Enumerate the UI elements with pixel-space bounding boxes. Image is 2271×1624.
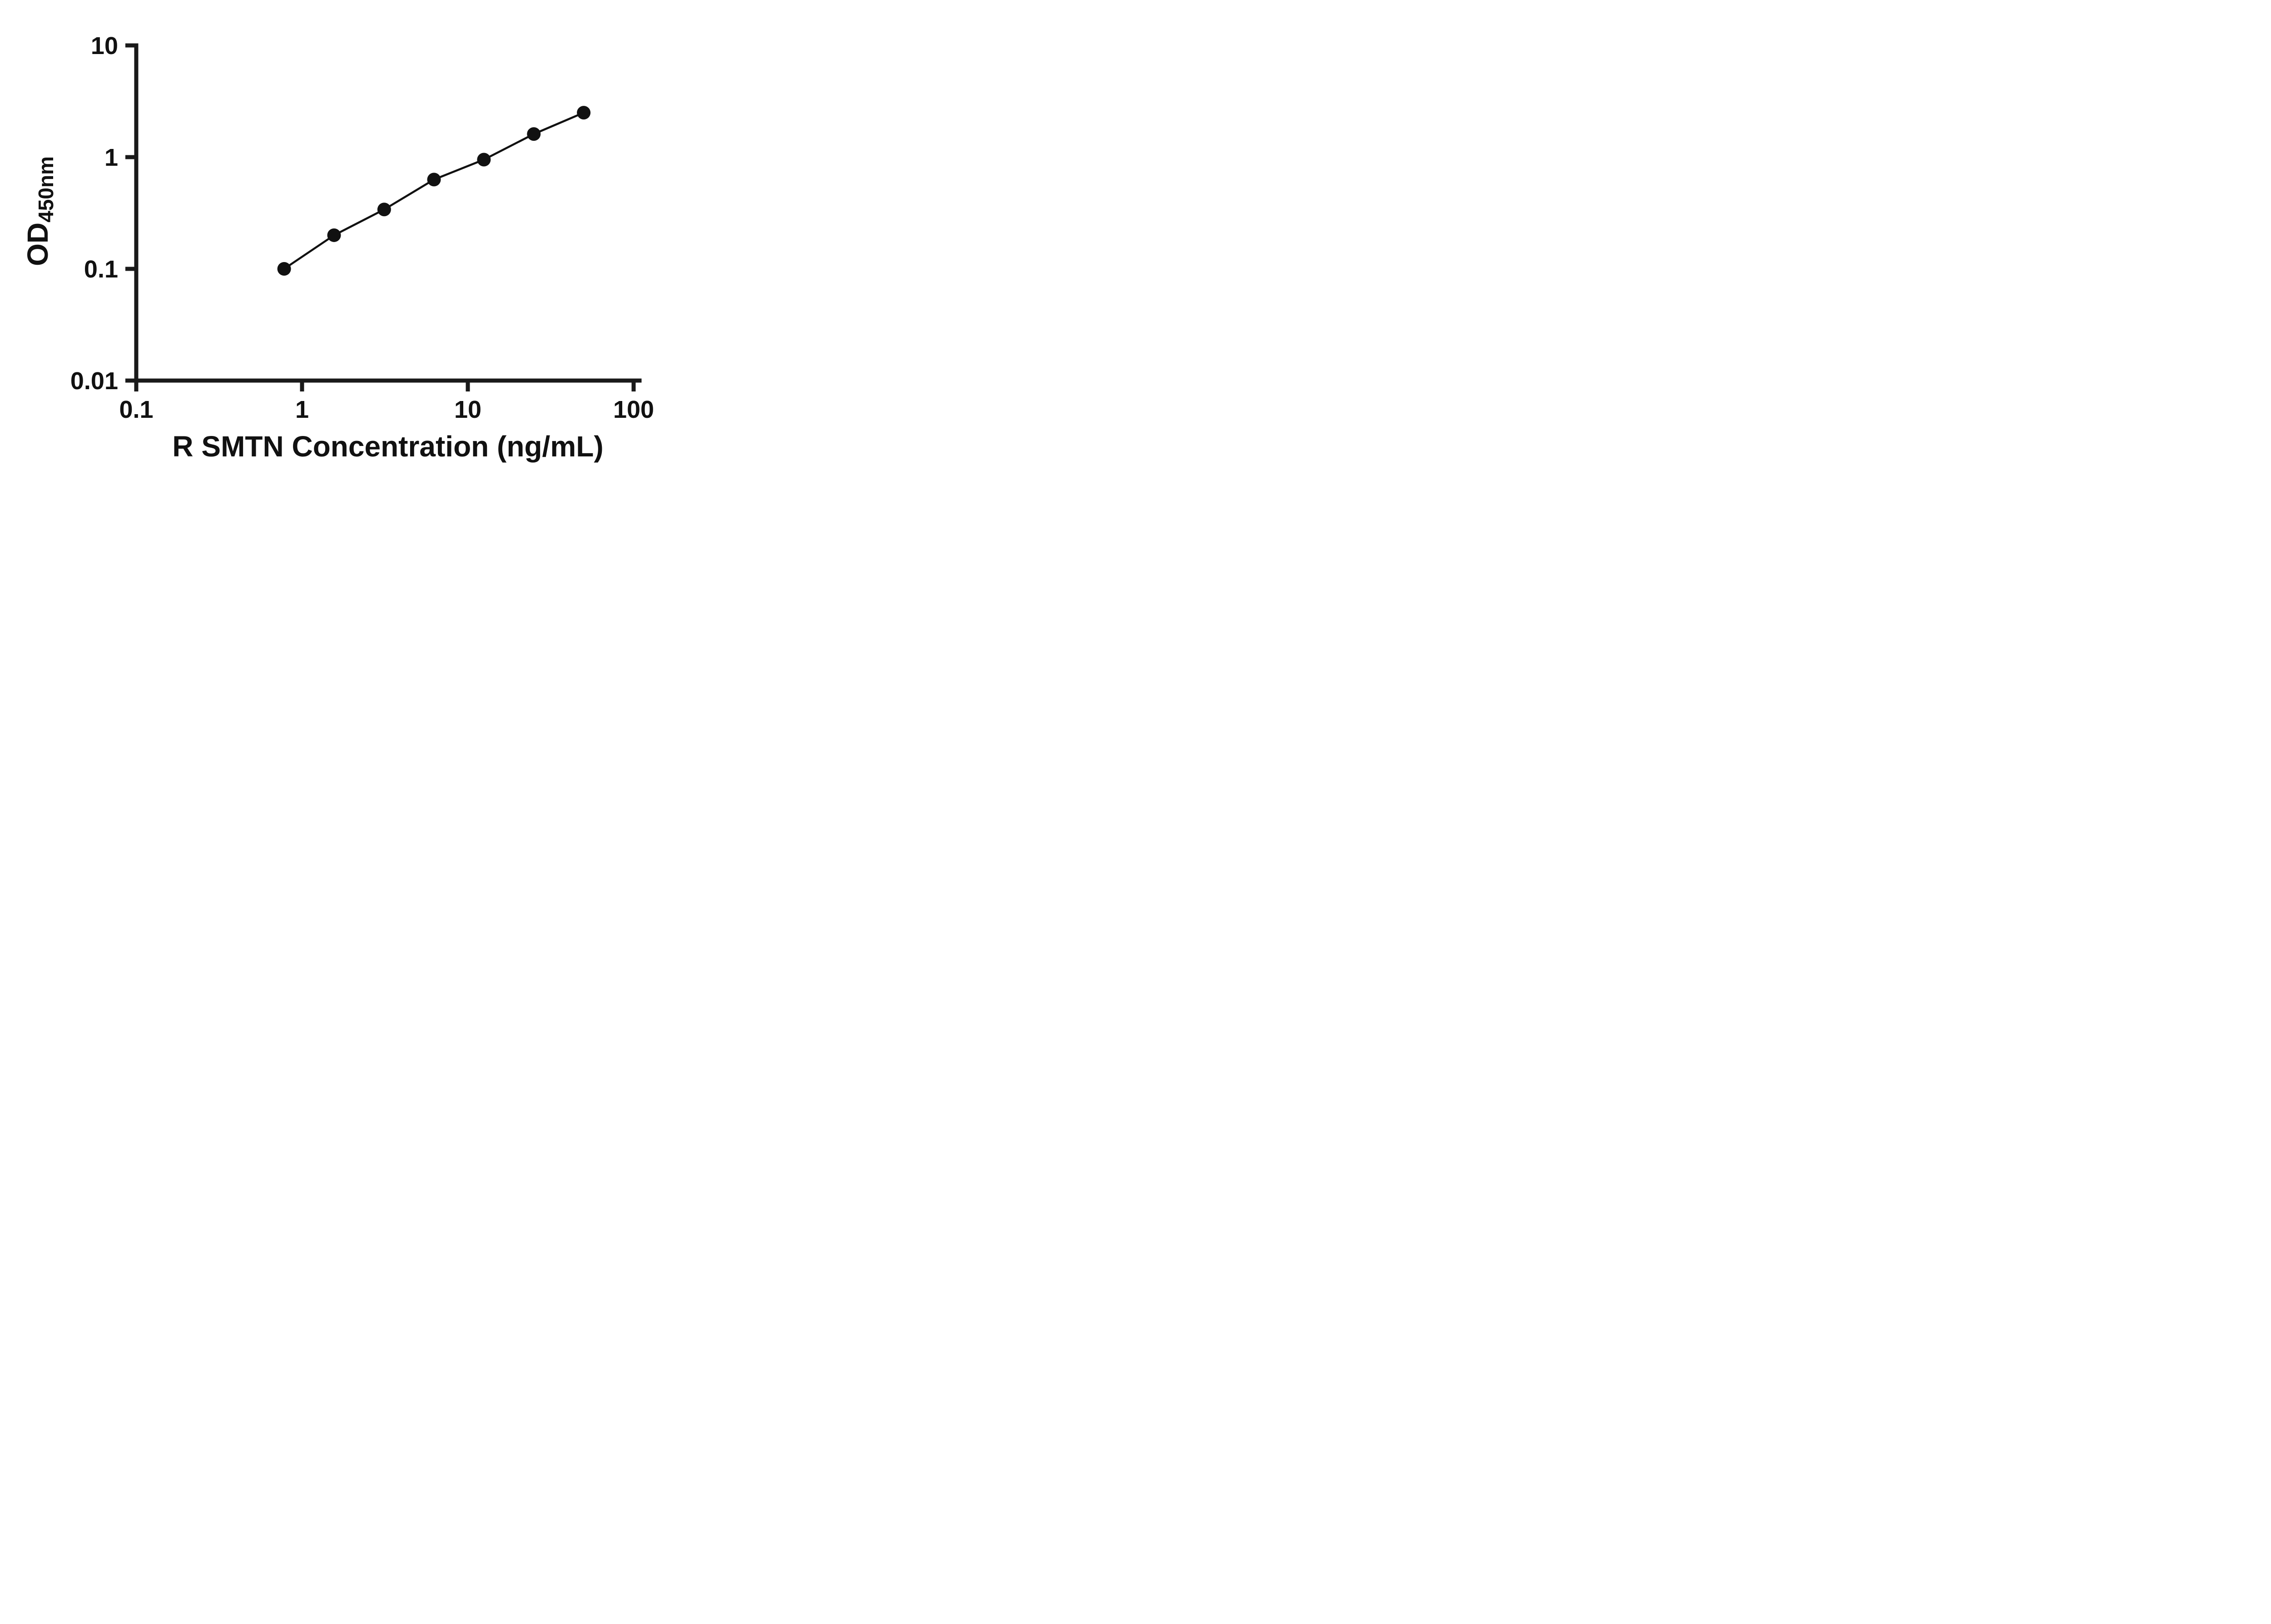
x-tick-label: 0.1: [119, 396, 153, 423]
data-point: [277, 262, 291, 276]
data-point: [377, 203, 391, 217]
y-tick-label: 10: [91, 32, 118, 59]
data-point: [327, 228, 341, 242]
y-tick-label: 0.01: [70, 367, 118, 395]
data-point: [477, 153, 491, 167]
chart-page: 0.1 1 10 100 0.01 0.1 1 10 R SMTN Concentration…: [0, 0, 700, 487]
data-point: [577, 106, 591, 120]
x-axis-title: R SMTN Concentration (ng/mL): [172, 430, 603, 463]
y-axis-title-main: OD: [21, 223, 54, 266]
y-axis-title: OD450nm: [21, 156, 58, 266]
x-tick-label: 10: [454, 396, 481, 423]
y-axis-title-subscript: 450nm: [34, 156, 58, 223]
x-tick-label: 1: [295, 396, 309, 423]
series-layer: [277, 106, 591, 276]
data-point: [527, 127, 541, 141]
data-point: [427, 173, 441, 187]
y-tick-label: 1: [104, 144, 118, 171]
y-tick-label: 0.1: [84, 256, 118, 283]
x-tick-label: 100: [613, 396, 654, 423]
